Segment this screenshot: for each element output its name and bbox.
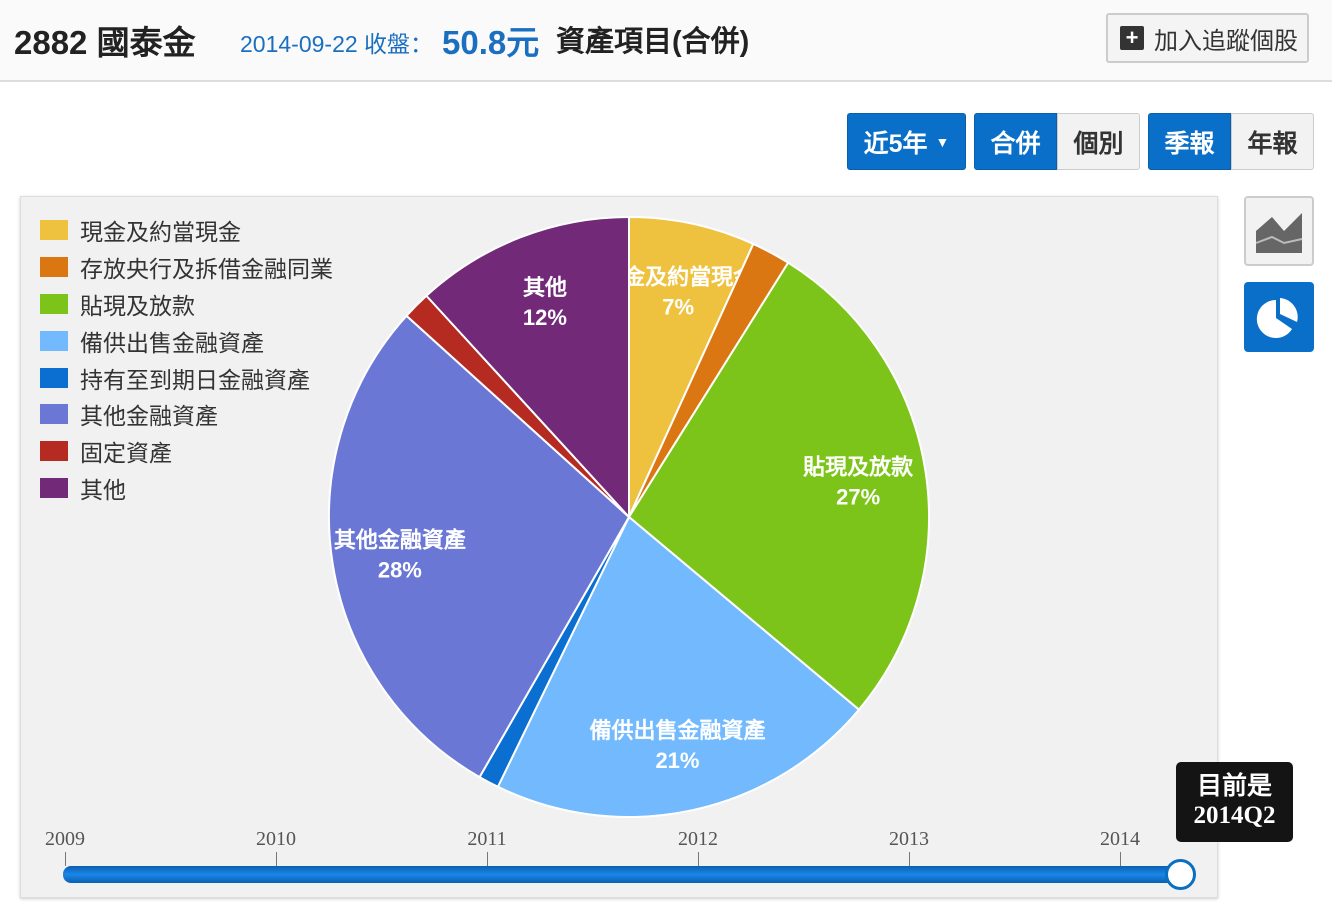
legend-item[interactable]: 固定資產 (40, 433, 333, 470)
timeline-tick-mark (698, 852, 699, 866)
area-chart-button[interactable] (1244, 196, 1314, 266)
pie-chart-icon (1256, 298, 1298, 338)
slice-name-label: 其他金融資產 (334, 527, 466, 552)
legend-item[interactable]: 其他 (40, 470, 333, 507)
legend-item[interactable]: 備供出售金融資產 (40, 322, 333, 359)
timeline-slider-handle[interactable] (1165, 859, 1196, 890)
timeline-tick: 2012 (678, 828, 718, 850)
current-label: 目前是 (1196, 773, 1272, 800)
pie-slice[interactable] (496, 515, 861, 818)
close-date: 2014-09-22 收盤： (240, 31, 434, 57)
quarterly-button[interactable]: 季報 (1148, 113, 1231, 170)
legend-label: 其他金融資產 (80, 403, 218, 430)
pie-slice[interactable] (627, 261, 930, 712)
caret-down-icon: ▼ (935, 133, 950, 150)
slice-name-label: 備供出售金融資產 (589, 718, 765, 743)
slice-percent-label: 28% (378, 557, 422, 582)
legend-swatch (40, 220, 68, 241)
range-dropdown[interactable]: 近5年 ▼ (847, 113, 966, 170)
current-value: 2014Q2 (1193, 802, 1276, 829)
timeline-tick-mark (487, 852, 488, 866)
pie-chart-button[interactable] (1244, 282, 1314, 352)
legend-label: 現金及約當現金 (80, 219, 241, 246)
plus-icon: + (1120, 25, 1144, 50)
timeline-tick-mark (276, 852, 277, 866)
report-subject: 資產項目(合併) (556, 26, 750, 58)
legend-swatch (40, 330, 68, 351)
header: 2882 國泰金 2014-09-22 收盤： 50.8元 資產項目(合併) +… (0, 0, 1332, 82)
timeline-tick-mark (1120, 852, 1121, 866)
legend-swatch (40, 404, 68, 425)
legend-swatch (40, 367, 68, 388)
legend-item[interactable]: 存放央行及拆借金融同業 (40, 249, 333, 286)
close-price: 50.8元 (442, 24, 540, 61)
pie-slice[interactable] (628, 215, 755, 518)
legend-swatch (40, 441, 68, 462)
current-period-tooltip: 目前是 2014Q2 (1176, 762, 1293, 842)
pie-slice[interactable] (328, 314, 631, 779)
slice-percent-label: 7% (662, 294, 694, 319)
add-tracking-label: 加入追蹤個股 (1154, 27, 1298, 55)
legend-label: 存放央行及拆借金融同業 (80, 256, 333, 283)
consolidated-button[interactable]: 合併 (974, 113, 1057, 170)
legend-item[interactable]: 其他金融資產 (40, 396, 333, 433)
legend-item[interactable]: 貼現及放款 (40, 286, 333, 323)
page-title: 2882 國泰金 (14, 24, 196, 61)
legend: 現金及約當現金存放央行及拆借金融同業 貼現及放款備供出售金融資產持有至到期日金融資… (40, 212, 333, 506)
legend-item[interactable]: 持有至到期日金融資產 (40, 359, 333, 396)
annual-button[interactable]: 年報 (1231, 113, 1314, 170)
legend-label: 持有至到期日金融資產 (80, 366, 310, 393)
range-label: 近5年 (863, 129, 928, 158)
timeline-tick-mark (65, 852, 66, 866)
legend-label: 貼現及放款 (80, 292, 195, 319)
timeline-tick: 2013 (889, 828, 929, 850)
timeline-tick: 2010 (256, 828, 296, 850)
slice-percent-label: 21% (655, 748, 699, 773)
area-chart-icon (1255, 213, 1303, 253)
add-tracking-button[interactable]: + 加入追蹤個股 (1106, 13, 1309, 63)
legend-swatch (40, 477, 68, 498)
slice-percent-label: 12% (523, 305, 567, 330)
timeline-tick-mark (909, 852, 910, 866)
slice-name-label: 其他 (523, 275, 567, 300)
legend-swatch (40, 257, 68, 278)
legend-item[interactable]: 現金及約當現金 (40, 212, 333, 249)
legend-label: 備供出售金融資產 (80, 329, 264, 356)
individual-button[interactable]: 個別 (1057, 113, 1140, 170)
timeline-tick: 2014 (1100, 828, 1140, 850)
timeline-tick: 2011 (467, 828, 507, 850)
slice-name-label: 貼現及放款 (803, 455, 914, 480)
slice-percent-label: 27% (836, 485, 880, 510)
legend-swatch (40, 293, 68, 314)
legend-label: 固定資產 (80, 440, 172, 467)
legend-label: 其他 (80, 476, 126, 503)
timeline-tick: 2009 (45, 828, 85, 850)
pie-slice[interactable] (424, 215, 630, 520)
timeline-slider-track[interactable] (63, 866, 1183, 883)
